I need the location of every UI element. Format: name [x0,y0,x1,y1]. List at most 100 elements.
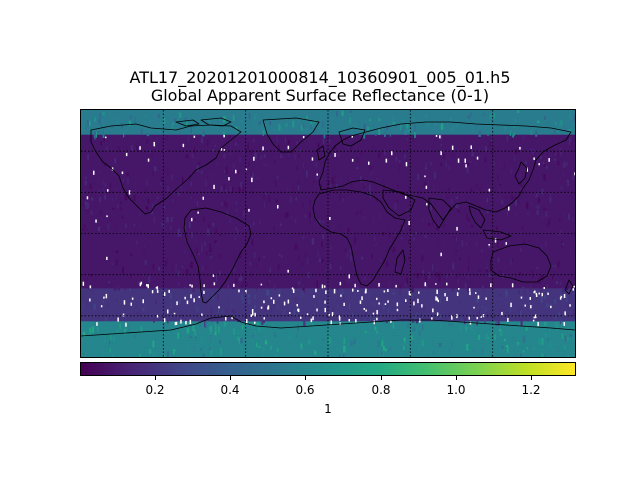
reflectance-pixel [220,186,223,194]
reflectance-pixel [117,144,120,147]
reflectance-pixel [132,301,134,308]
reflectance-pixel [285,123,288,127]
reflectance-pixel [392,236,395,241]
reflectance-pixel [524,185,526,192]
reflectance-band [81,208,575,213]
reflectance-pixel [519,307,521,314]
missing-data-pixel [431,317,433,321]
reflectance-pixel [130,253,133,257]
reflectance-pixel [351,312,354,318]
reflectance-pixel [371,314,374,321]
reflectance-pixel [269,267,271,273]
missing-data-pixel [163,318,166,323]
coastline-south-america [183,207,252,304]
reflectance-pixel [242,297,244,305]
reflectance-pixel [367,122,370,126]
reflectance-pixel [185,154,189,159]
reflectance-pixel [107,164,109,172]
missing-data-pixel [231,316,233,320]
reflectance-pixel [522,335,526,343]
reflectance-pixel [236,345,238,352]
colorbar-tick-label: 1.2 [521,383,541,397]
reflectance-pixel [452,263,455,270]
reflectance-pixel [371,254,373,259]
missing-data-pixel [519,146,521,150]
reflectance-pixel [375,177,379,181]
reflectance-pixel [360,151,363,156]
reflectance-pixel [435,271,438,277]
reflectance-pixel [117,145,120,152]
reflectance-pixel [252,138,255,144]
reflectance-pixel [115,194,118,200]
missing-data-pixel [175,321,178,325]
reflectance-pixel [523,239,525,245]
reflectance-pixel [240,338,243,344]
reflectance-pixel [322,137,325,141]
reflectance-pixel [322,220,324,223]
reflectance-pixel [346,147,349,150]
reflectance-pixel [400,284,402,289]
reflectance-pixel [498,294,501,297]
reflectance-pixel [524,151,526,154]
reflectance-pixel [253,222,255,226]
reflectance-pixel [216,321,219,324]
reflectance-pixel [364,316,367,322]
missing-data-pixel [488,188,491,192]
reflectance-pixel [250,172,252,176]
reflectance-pixel [103,134,105,142]
missing-data-pixel [212,274,215,277]
reflectance-pixel [121,123,123,129]
reflectance-pixel [279,223,282,226]
reflectance-pixel [412,260,415,266]
reflectance-pixel [234,142,237,146]
reflectance-pixel [362,215,365,220]
reflectance-pixel [228,135,231,140]
reflectance-pixel [309,199,311,207]
missing-data-pixel [197,211,199,214]
reflectance-pixel [415,232,418,235]
reflectance-pixel [503,163,505,170]
reflectance-band [81,134,575,138]
reflectance-pixel [344,248,347,252]
missing-data-pixel [560,295,563,298]
reflectance-pixel [81,242,84,249]
reflectance-pixel [151,203,154,209]
reflectance-pixel [551,271,554,274]
reflectance-pixel [115,259,118,266]
missing-data-pixel [312,316,314,321]
reflectance-pixel [514,196,516,200]
reflectance-pixel [278,253,281,256]
reflectance-pixel [200,170,203,174]
missing-data-pixel [340,294,342,297]
missing-data-pixel [372,312,375,315]
reflectance-pixel [457,278,459,284]
reflectance-pixel [450,153,453,158]
missing-data-pixel [189,284,191,287]
reflectance-pixel [476,298,479,303]
reflectance-pixel [139,224,142,228]
reflectance-pixel [411,293,414,297]
reflectance-pixel [356,211,358,215]
reflectance-pixel [289,335,291,339]
missing-data-pixel [425,185,428,189]
reflectance-pixel [124,328,126,335]
reflectance-pixel [97,130,100,133]
reflectance-pixel [94,117,97,122]
reflectance-pixel [424,167,427,170]
missing-data-pixel [277,205,279,209]
missing-data-pixel [419,318,421,323]
reflectance-pixel [382,345,385,351]
reflectance-pixel [241,325,244,330]
reflectance-pixel [133,195,136,202]
reflectance-pixel [412,116,415,120]
reflectance-pixel [270,306,272,313]
reflectance-pixel [263,316,265,324]
reflectance-pixel [423,182,426,187]
reflectance-pixel [186,327,189,334]
reflectance-pixel [548,176,551,182]
reflectance-pixel [229,219,231,224]
reflectance-pixel [426,121,429,126]
reflectance-pixel [301,290,304,297]
missing-data-pixel [330,320,332,325]
reflectance-pixel [416,312,419,317]
